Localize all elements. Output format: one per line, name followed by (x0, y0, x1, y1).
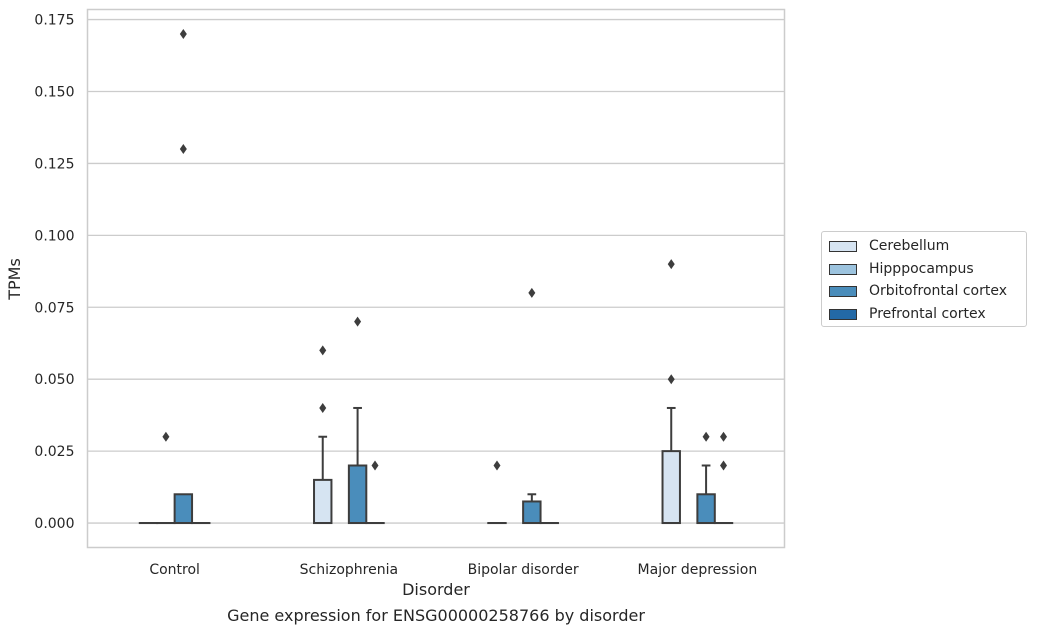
gridlines (87, 18, 785, 524)
x-tick-label: Schizophrenia (300, 562, 398, 578)
x-tick-label: Major depression (638, 562, 758, 578)
box (173, 493, 194, 525)
outlier-point (720, 460, 728, 471)
outlier-point (179, 144, 187, 155)
outlier-point (179, 28, 187, 39)
box-orbitofrontal-cortex (173, 28, 194, 525)
box (522, 500, 542, 525)
outlier-point (720, 431, 728, 442)
box-cerebellum (487, 460, 507, 525)
plot-frame (86, 8, 786, 549)
outlier-point (371, 460, 379, 471)
x-tick-label: Bipolar disorder (468, 562, 579, 578)
legend-swatch-cerebellum (829, 240, 857, 252)
box (347, 464, 368, 525)
y-tick-label: 0.075 (34, 300, 74, 316)
y-tick-label: 0.100 (34, 228, 74, 244)
y-axis-label: TPMs (5, 258, 24, 301)
legend-item-cerebellum: Cerebellum (829, 237, 949, 255)
box-prefrontal-cortex (365, 460, 385, 525)
legend-swatch-hippocampus (829, 263, 857, 275)
box (661, 450, 681, 525)
outlier-point (667, 374, 675, 385)
outlier-point (354, 316, 362, 327)
y-tick-label: 0.000 (34, 516, 74, 532)
outlier-point (162, 431, 170, 442)
box-orbitofrontal-cortex (522, 287, 542, 525)
y-tick-label: 0.025 (34, 444, 74, 460)
x-tick-label: Control (149, 562, 200, 578)
box-orbitofrontal-cortex (347, 316, 368, 525)
y-tick-label: 0.050 (34, 372, 74, 388)
box-cerebellum (313, 345, 333, 525)
legend-item-hippocampus: Hipppocampus (829, 260, 974, 278)
legend-item-prefrontal-cortex: Prefrontal cortex (829, 305, 986, 323)
box (696, 493, 716, 525)
box-cerebellum (661, 259, 681, 525)
x-axis-label: Disorder (402, 580, 470, 599)
box-prefrontal-cortex (713, 431, 734, 525)
legend-label: Cerebellum (869, 238, 950, 254)
y-tick-label: 0.125 (34, 156, 74, 172)
legend-label: Prefrontal cortex (869, 306, 986, 322)
outlier-point (667, 259, 675, 270)
box (313, 478, 333, 525)
x-tick-labels: Control Schizophrenia Bipolar disorder Majo… (149, 562, 757, 578)
outlier-point (493, 460, 501, 471)
y-tick-label: 0.175 (34, 13, 74, 29)
outlier-point (319, 402, 327, 413)
y-tick-label: 0.150 (34, 84, 74, 100)
box-plots (138, 28, 734, 525)
legend-swatch-orbitofrontal-cortex (829, 285, 857, 297)
box-orbitofrontal-cortex (696, 431, 716, 525)
box-hipppocampus (156, 431, 176, 525)
legend: Cerebellum Hipppocampus Orbitofrontal co… (821, 231, 1027, 327)
legend-swatch-prefrontal-cortex (829, 308, 857, 320)
legend-label: Orbitofrontal cortex (869, 283, 1007, 299)
legend-label: Hipppocampus (869, 261, 974, 277)
outlier-point (702, 431, 710, 442)
y-tick-labels: 0.000 0.025 0.050 0.075 0.100 0.125 0.150 0.175 (34, 13, 74, 532)
outlier-point (319, 345, 327, 356)
legend-item-orbitofrontal-cortex: Orbitofrontal cortex (829, 282, 1007, 300)
outlier-point (528, 287, 536, 298)
chart-caption: Gene expression for ENSG00000258766 by d… (227, 606, 645, 625)
